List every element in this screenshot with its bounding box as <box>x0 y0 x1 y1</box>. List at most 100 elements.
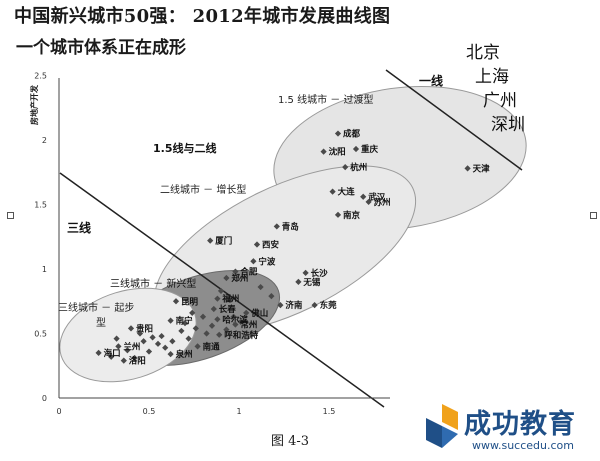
data-point <box>124 347 131 354</box>
data-point <box>120 357 127 364</box>
point-label: 厦门 <box>215 236 232 247</box>
divider-tier1 <box>385 69 523 171</box>
data-point <box>365 198 372 206</box>
resize-handle-right[interactable] <box>590 212 597 219</box>
data-point <box>257 283 264 291</box>
data-point <box>154 340 162 347</box>
tier3-emerging-label: 三线城市 － 新兴型 <box>110 277 196 290</box>
x-tick-label: 0.5 <box>143 407 156 416</box>
point-label: 常州 <box>240 319 257 330</box>
y-axis-label: 房地产开发 <box>29 84 39 125</box>
data-point <box>302 269 309 276</box>
data-point <box>208 322 216 329</box>
data-point <box>230 313 237 320</box>
data-point <box>136 330 144 337</box>
tier-1-5-label: 1.5 线城市 － 过渡型 <box>278 93 373 106</box>
point-label: 东莞 <box>320 300 338 311</box>
y-tick-label: 2.5 <box>34 72 47 81</box>
data-point <box>232 268 239 275</box>
y-tick-label: 2 <box>42 136 47 145</box>
point-label: 哈尔滨 <box>222 314 248 325</box>
tier-labels: 一线 北京 上海 广州 深圳 1.5 线城市 － 过渡型 二线城市 － 增长型 … <box>58 43 525 329</box>
point-label: 合肥 <box>239 267 258 278</box>
data-point <box>232 321 239 328</box>
data-point <box>95 349 102 356</box>
point-label: 成都 <box>343 129 361 140</box>
point-label: 无锡 <box>302 277 321 288</box>
data-point <box>192 325 199 332</box>
point-label: 重庆 <box>361 144 379 155</box>
point-label: 福州 <box>221 294 239 305</box>
point-label: 贵阳 <box>136 323 153 334</box>
data-point <box>329 188 336 195</box>
y-tick-label: 1 <box>42 265 47 274</box>
data-point <box>167 351 174 358</box>
point-label: 济南 <box>285 300 303 311</box>
data-point <box>223 326 230 333</box>
data-point <box>115 343 122 350</box>
data-point <box>149 334 156 341</box>
point-label: 洛阳 <box>129 356 146 367</box>
data-point <box>214 295 221 302</box>
data-point <box>127 325 135 332</box>
brand-logo: 成功教育 www.succedu.com <box>420 398 598 458</box>
point-label: 西安 <box>262 239 280 250</box>
data-point <box>273 223 280 230</box>
data-point <box>199 313 207 320</box>
logo-name: 成功教育 <box>464 409 576 440</box>
y-tick-label: 1.5 <box>34 201 47 210</box>
data-point <box>131 354 138 362</box>
tier-regions <box>59 85 527 383</box>
point-label: 苏州 <box>374 197 391 208</box>
data-point <box>268 292 275 300</box>
point-label: 佛山 <box>250 308 268 319</box>
data-point <box>253 241 261 248</box>
axis-ticks: 0 0.5 1 1.5 0 0.5 1 1.5 2 2.5 <box>34 72 335 417</box>
data-point <box>334 211 342 218</box>
point-label: 长春 <box>219 304 237 315</box>
data-point <box>207 237 214 244</box>
data-point <box>214 316 221 323</box>
x-tick-label: 1 <box>236 407 241 416</box>
data-point <box>295 278 302 285</box>
x-tick-label: 1.5 <box>323 407 336 416</box>
point-label: 昆明 <box>181 296 199 307</box>
data-point <box>334 130 342 137</box>
data-point <box>311 302 318 309</box>
tier1-city-guangzhou: 广州 <box>483 91 517 111</box>
x-tick-label: 0 <box>56 407 61 416</box>
point-label: 宁波 <box>258 256 276 267</box>
point-label: 青岛 <box>282 221 299 232</box>
data-point <box>464 165 471 172</box>
tier-1-5-and-2-label: 1.5线与二线 <box>153 141 217 155</box>
data-point <box>113 335 120 342</box>
data-point <box>172 298 180 305</box>
data-point <box>185 335 192 342</box>
axes <box>58 78 390 399</box>
data-point <box>223 274 230 282</box>
data-point <box>158 332 165 340</box>
data-point <box>250 258 257 265</box>
y-tick-label: 0 <box>42 394 47 403</box>
data-point <box>226 296 234 304</box>
data-point <box>145 348 153 355</box>
point-label: 郑州 <box>231 273 248 284</box>
data-point <box>277 302 284 309</box>
data-point <box>320 148 327 155</box>
tier2-label: 二线城市 － 增长型 <box>160 183 246 196</box>
point-label: 海口 <box>104 348 121 359</box>
point-label: 呼和浩特 <box>224 330 259 341</box>
chart-title: 中国新兴城市50强： 2012年城市发展曲线图 <box>14 6 391 27</box>
resize-handle-left[interactable] <box>7 212 14 219</box>
point-label: 南宁 <box>176 316 194 327</box>
tier1-city-shanghai: 上海 <box>475 67 509 87</box>
figure-caption: 图 4-3 <box>271 434 310 449</box>
tier1-label: 一线 <box>419 73 443 88</box>
data-point <box>169 338 176 345</box>
point-label: 沈阳 <box>329 147 346 158</box>
data-point <box>178 327 185 335</box>
tier3-divider-label: 三线 <box>67 220 91 235</box>
point-label: 南通 <box>203 341 221 352</box>
point-label: 武汉 <box>368 192 386 203</box>
